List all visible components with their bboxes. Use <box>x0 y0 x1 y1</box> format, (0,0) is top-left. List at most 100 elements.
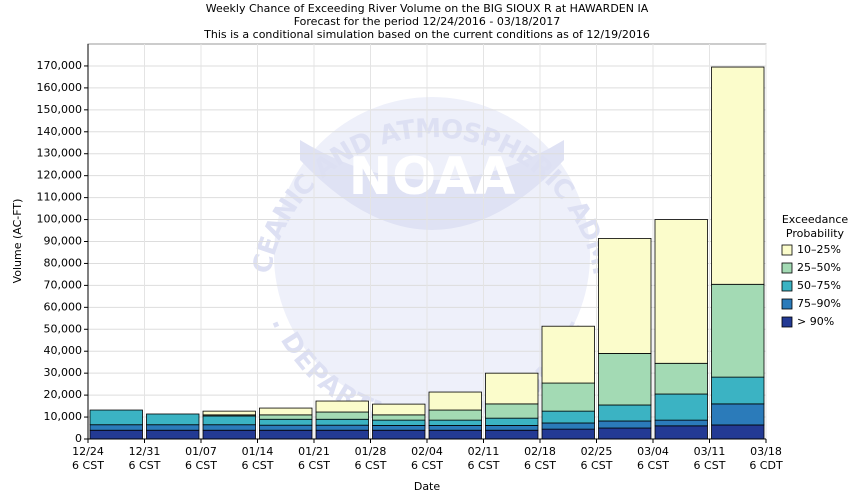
y-tick-label: 170,000 <box>37 59 83 72</box>
bar-segment <box>428 409 482 421</box>
bar-segment <box>428 419 482 426</box>
bar-segment <box>202 429 256 440</box>
legend-swatch <box>781 262 793 274</box>
x-tick-label: 6 CST <box>242 459 274 472</box>
x-tick-label: 02/25 <box>581 445 613 458</box>
x-tick-label: 03/11 <box>694 445 726 458</box>
y-tick-label: 0 <box>75 432 82 445</box>
bar-segment <box>711 376 765 405</box>
title-line: Forecast for the period 12/24/2016 - 03/… <box>294 15 561 28</box>
y-tick-label: 160,000 <box>37 81 83 94</box>
x-tick-label: 02/04 <box>411 445 443 458</box>
legend-label: > 90% <box>797 315 834 328</box>
bar-segment <box>598 238 652 354</box>
x-tick-label: 03/18 <box>750 445 782 458</box>
bar-segment <box>89 424 143 431</box>
x-tick-label: 03/04 <box>637 445 669 458</box>
x-tick-label: 6 CST <box>411 459 443 472</box>
bar-segment <box>315 424 369 431</box>
bar-segment <box>485 417 539 426</box>
bar-segment <box>711 424 765 440</box>
legend-swatch <box>781 244 793 256</box>
bar-segment <box>259 429 313 440</box>
bar-segment <box>146 429 200 440</box>
y-axis-label: Volume (AC-FT) <box>11 199 24 284</box>
bar-segment <box>372 419 426 426</box>
legend-title: Probability <box>786 227 845 240</box>
bar-segment <box>259 418 313 426</box>
y-tick-label: 110,000 <box>37 191 83 204</box>
bar-segment <box>372 424 426 431</box>
watermark: NOAA NATIONAL OCEANIC AND ATMOSPHERIC AD… <box>0 0 617 436</box>
x-tick-label: 01/07 <box>185 445 217 458</box>
bar-segment <box>202 415 256 426</box>
x-tick-label: 6 CST <box>72 459 104 472</box>
bar-segment <box>654 425 708 440</box>
bar-segment <box>598 353 652 406</box>
x-tick-label: 01/21 <box>298 445 330 458</box>
bar-segment <box>428 391 482 411</box>
x-axis-label: Date <box>414 480 441 493</box>
legend-label: 10–25% <box>797 243 841 256</box>
bar-segment <box>541 325 595 384</box>
y-tick-label: 140,000 <box>37 125 83 138</box>
bar-segment <box>485 424 539 431</box>
legend-swatch <box>781 316 793 328</box>
bar-segment <box>428 429 482 440</box>
bar-segment <box>654 419 708 427</box>
x-tick-label: 6 CST <box>129 459 161 472</box>
legend-label: 25–50% <box>797 261 841 274</box>
legend-swatch <box>781 298 793 310</box>
legend-label: 75–90% <box>797 297 841 310</box>
y-tick-label: 120,000 <box>37 169 83 182</box>
x-tick-label: 6 CST <box>694 459 726 472</box>
x-tick-label: 6 CDT <box>749 459 783 472</box>
x-tick-label: 6 CST <box>637 459 669 472</box>
y-tick-label: 10,000 <box>44 410 83 423</box>
x-tick-label: 6 CST <box>581 459 613 472</box>
y-tick-label: 150,000 <box>37 103 83 116</box>
bar-segment <box>89 429 143 440</box>
bar-segment <box>654 219 708 364</box>
x-tick-label: 02/11 <box>468 445 500 458</box>
title-line: Weekly Chance of Exceeding River Volume … <box>206 2 649 15</box>
bar-segment <box>598 427 652 440</box>
bar-segment <box>259 407 313 416</box>
bar-segment <box>202 410 256 416</box>
legend-swatch <box>781 280 793 292</box>
x-tick-label: 6 CST <box>185 459 217 472</box>
x-tick-label: 6 CST <box>524 459 556 472</box>
bar-segment <box>711 283 765 378</box>
x-tick-label: 6 CST <box>355 459 387 472</box>
watermark-bird <box>300 140 564 230</box>
y-tick-label: 130,000 <box>37 147 83 160</box>
bar-segment <box>541 428 595 440</box>
bar-segment <box>202 424 256 431</box>
y-tick-label: 60,000 <box>44 300 83 313</box>
title-line: This is a conditional simulation based o… <box>203 28 650 41</box>
x-tick-label: 6 CST <box>298 459 330 472</box>
bar-segment <box>711 403 765 426</box>
bar-segment <box>711 66 765 285</box>
x-tick-label: 01/28 <box>355 445 387 458</box>
x-tick-label: 01/14 <box>242 445 274 458</box>
legend-label: 50–75% <box>797 279 841 292</box>
y-tick-label: 90,000 <box>44 235 83 248</box>
bar-segment <box>541 382 595 412</box>
bar-segment <box>259 424 313 431</box>
bar-segment <box>89 409 143 426</box>
bar-segment <box>485 372 539 405</box>
bar-segment <box>541 422 595 430</box>
bar-segment <box>315 400 369 413</box>
x-tick-label: 02/18 <box>524 445 556 458</box>
y-tick-label: 30,000 <box>44 366 83 379</box>
bar-segment <box>146 413 200 426</box>
y-tick-label: 70,000 <box>44 278 83 291</box>
bar-segment <box>372 403 426 416</box>
bar-segment <box>428 424 482 431</box>
bar-segment <box>598 404 652 422</box>
bar-segment <box>598 420 652 429</box>
bar-segment <box>259 414 313 420</box>
bar-segment <box>372 414 426 421</box>
